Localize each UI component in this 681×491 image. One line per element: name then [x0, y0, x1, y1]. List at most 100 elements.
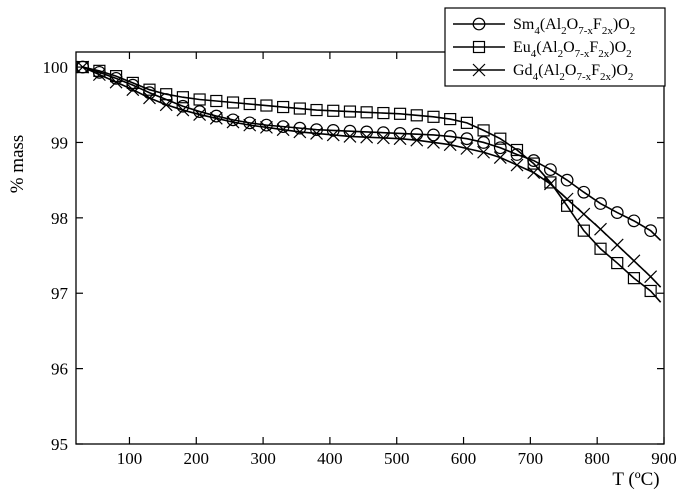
data-point: [176, 91, 190, 104]
x-tick-label: 400: [317, 449, 343, 468]
data-point: [561, 199, 574, 212]
data-point: [544, 176, 557, 189]
data-point: [543, 177, 557, 191]
legend-marker: [472, 17, 486, 31]
data-point: [393, 107, 407, 120]
data-point: [243, 97, 256, 111]
y-tick-label: 96: [51, 360, 68, 379]
data-point: [493, 141, 507, 155]
x-tick-label: 100: [117, 449, 143, 468]
data-point: [427, 110, 440, 123]
data-point: [627, 214, 641, 228]
data-point: [443, 130, 457, 143]
series-layer: [76, 60, 662, 303]
data-point: [76, 60, 89, 74]
data-point: [310, 123, 323, 137]
data-point: [460, 142, 474, 155]
legend-item: Eu4(Al2O7-xF2x)O2: [453, 39, 632, 60]
data-point: [293, 102, 306, 115]
data-point: [594, 242, 607, 255]
data-point: [494, 132, 507, 145]
x-tick-label: 900: [651, 449, 677, 468]
data-point: [644, 224, 658, 238]
data-point: [410, 133, 424, 147]
legend-marker: [472, 63, 486, 77]
data-point: [76, 60, 90, 74]
data-point: [510, 143, 524, 157]
data-point: [493, 151, 507, 164]
data-point: [594, 197, 607, 210]
data-point: [360, 130, 374, 144]
data-point: [544, 163, 557, 177]
data-point: [93, 64, 106, 77]
data-point: [477, 136, 490, 149]
data-point: [577, 207, 591, 221]
data-point: [627, 254, 641, 268]
data-point: [193, 105, 207, 118]
data-point: [226, 113, 240, 127]
y-tick-label: 100: [43, 58, 69, 77]
data-point: [260, 99, 273, 112]
data-point: [644, 284, 657, 298]
legend: Sm4(Al2O7-xF2x)O2Eu4(Al2O7-xF2x)O2Gd4(Al…: [444, 7, 666, 87]
data-point: [293, 125, 307, 139]
x-tick-label: 200: [184, 449, 210, 468]
data-point: [527, 166, 541, 180]
y-axis-label: % mass: [7, 135, 28, 194]
data-point: [610, 206, 624, 219]
x-tick-label: 500: [384, 449, 410, 468]
data-point: [327, 104, 340, 117]
axes: 100 200 300 400 500 600 700 800 900 95 96 97 98 99 100…: [7, 51, 677, 490]
data-point: [611, 256, 624, 270]
data-point: [210, 94, 223, 108]
data-point: [577, 224, 590, 237]
data-point: [160, 88, 173, 101]
data-point: [560, 192, 574, 206]
data-point: [209, 111, 223, 125]
data-point: [527, 157, 540, 170]
data-point: [226, 96, 240, 109]
data-point: [443, 138, 457, 152]
data-point: [226, 115, 240, 129]
data-point: [460, 132, 474, 146]
y-tick-label: 97: [51, 284, 69, 303]
legend-item: Gd4(Al2O7-xF2x)O2: [453, 62, 633, 83]
series-line: [82, 66, 662, 242]
data-point: [260, 120, 273, 134]
data-point: [193, 108, 207, 121]
data-point: [326, 128, 340, 142]
legend-marker: [472, 40, 486, 54]
x-tick-label: 600: [451, 449, 477, 468]
data-point: [276, 120, 290, 134]
data-point: [510, 158, 524, 172]
data-point: [243, 118, 257, 132]
data-point: [377, 106, 390, 120]
data-point: [126, 76, 139, 90]
data-point: [460, 116, 473, 129]
data-point: [427, 128, 440, 142]
data-point: [326, 123, 340, 137]
data-point: [343, 105, 357, 118]
data-point: [109, 75, 123, 89]
data-point: [193, 93, 206, 106]
data-point: [92, 68, 106, 82]
data-point: [159, 98, 173, 112]
data-point: [360, 106, 373, 119]
data-point: [444, 112, 457, 126]
x-axis-label: T (ºC): [612, 469, 659, 490]
legend-label: Sm4(Al2O7-xF2x)O2: [513, 16, 635, 37]
x-tick-label: 300: [250, 449, 276, 468]
series-square: [76, 60, 662, 303]
legend-item: Sm4(Al2O7-xF2x)O2: [453, 16, 635, 37]
data-point: [393, 132, 407, 146]
data-point: [277, 100, 290, 114]
data-point: [376, 131, 390, 145]
data-point: [243, 116, 257, 130]
data-point: [209, 109, 223, 123]
data-point: [627, 272, 641, 285]
data-point: [560, 173, 574, 187]
legend-label: Gd4(Al2O7-xF2x)O2: [513, 62, 633, 83]
data-point: [126, 83, 140, 97]
x-tick-label: 700: [518, 449, 544, 468]
